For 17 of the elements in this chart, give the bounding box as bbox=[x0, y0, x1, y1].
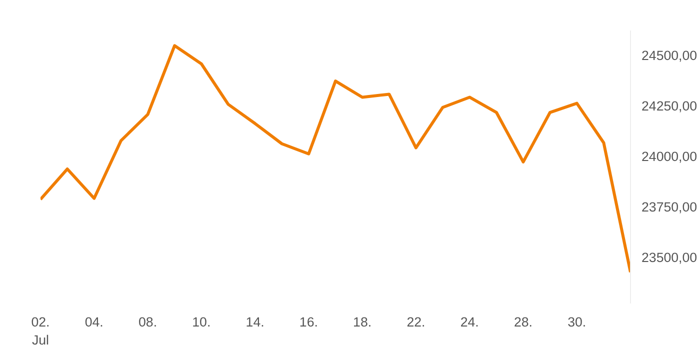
x-tick-label: 28. bbox=[514, 314, 532, 330]
y-tick-label: 24000,00 bbox=[642, 148, 698, 164]
y-tick-label: 23750,00 bbox=[642, 199, 698, 214]
x-tick-label: 18. bbox=[353, 314, 372, 330]
x-tick-label: 10. bbox=[192, 314, 211, 330]
x-tick-label: 14. bbox=[246, 314, 264, 330]
x-tick-label: 04. bbox=[84, 314, 104, 330]
x-tick-label: 08. bbox=[138, 314, 158, 330]
y-tick-label: 23500,00 bbox=[642, 250, 698, 265]
x-tick-label: 22. bbox=[406, 314, 426, 330]
y-tick-label: 24500,00 bbox=[642, 48, 698, 63]
line-series bbox=[40, 44, 630, 274]
x-tick-label: 24. bbox=[460, 314, 479, 330]
x-tick-label: 02. Jul bbox=[31, 314, 50, 348]
y-tick-label: 24250,00 bbox=[642, 98, 698, 114]
x-tick-label: 30. bbox=[568, 314, 586, 330]
x-tick-label: 16. bbox=[299, 314, 318, 330]
